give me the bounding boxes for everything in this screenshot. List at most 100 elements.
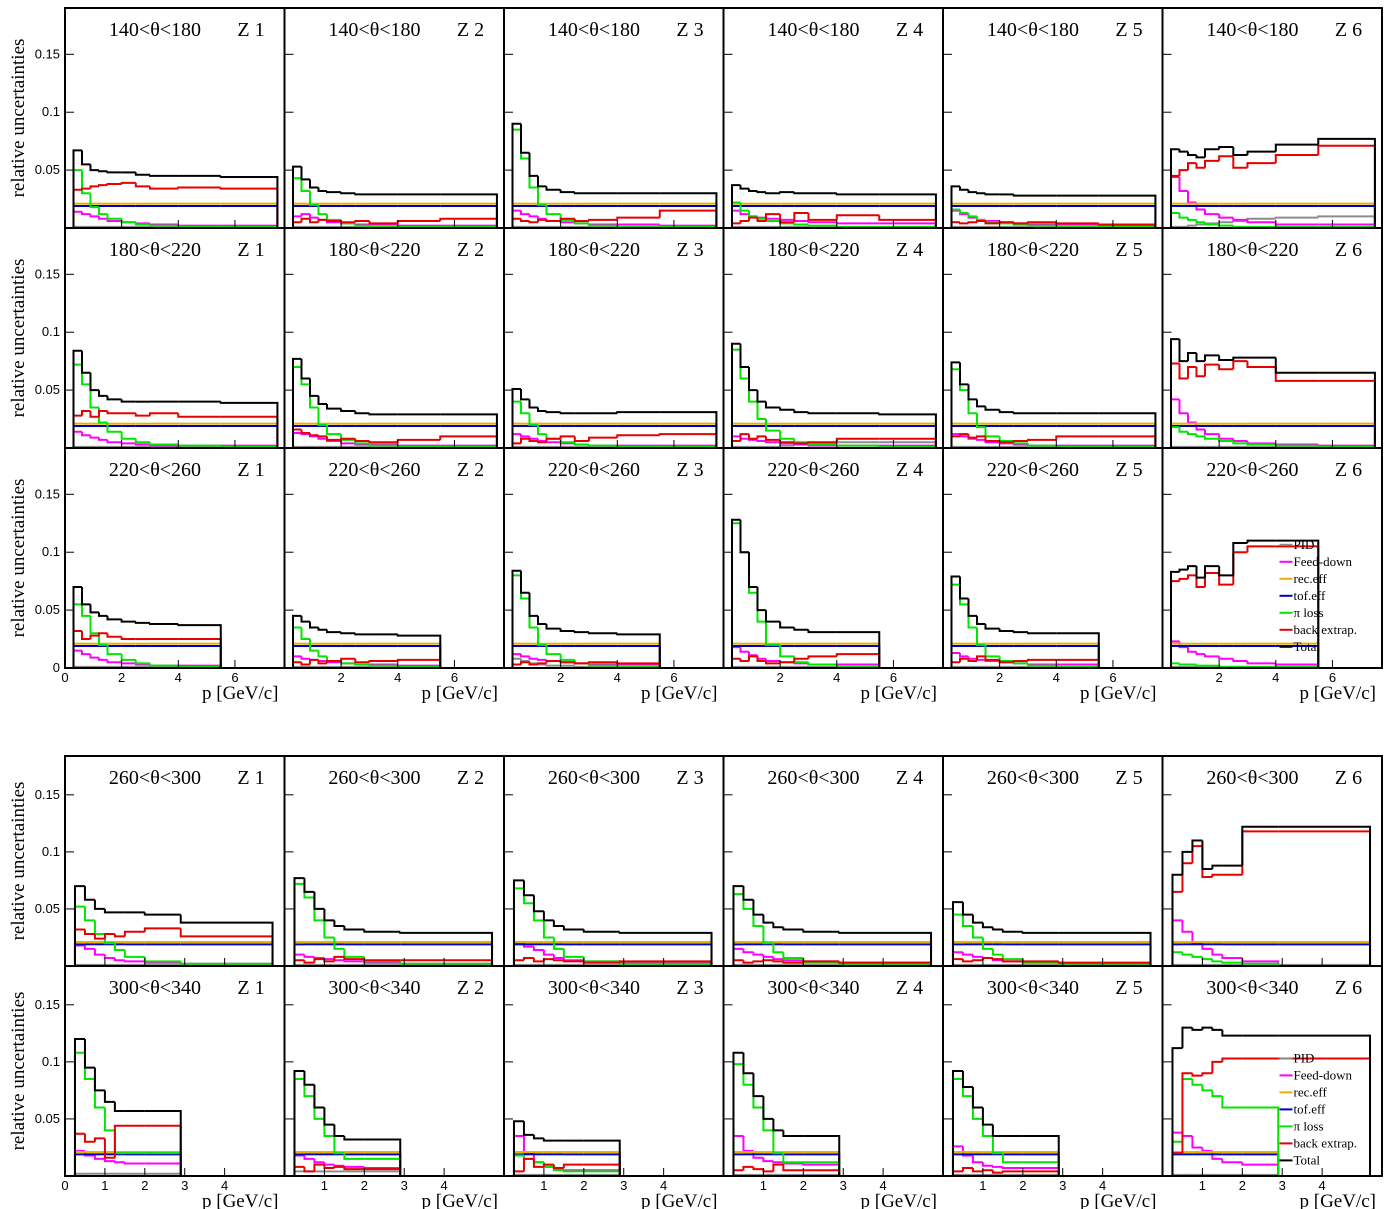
histogram-step [747, 210, 758, 218]
histogram-step [343, 1136, 365, 1141]
histogram-step [103, 954, 115, 960]
histogram-step [764, 621, 781, 646]
histogram-step [333, 920, 345, 928]
histogram-step [739, 202, 749, 212]
histogram-step [1211, 1027, 1223, 1031]
histogram-step [1246, 545, 1276, 553]
histogram-step [1012, 412, 1028, 415]
histogram-step [1203, 363, 1220, 377]
histogram-step [1317, 137, 1376, 228]
histogram-step [1181, 1132, 1193, 1138]
histogram-step [764, 401, 781, 409]
histogram-step [1191, 954, 1203, 958]
histogram-step [300, 627, 310, 641]
histogram-step [308, 218, 319, 224]
histogram-step [106, 214, 122, 220]
histogram-step [528, 656, 538, 660]
histogram-step [83, 945, 95, 950]
histogram-step [1171, 1153, 1183, 1176]
histogram-step [779, 191, 795, 194]
histogram-step [103, 1138, 115, 1159]
histogram-step [536, 216, 547, 220]
panel-title: 300<θ<340 [767, 977, 859, 999]
histogram-step [967, 656, 977, 660]
histogram-step [89, 193, 99, 209]
histogram-step [1218, 355, 1234, 361]
histogram-step [559, 189, 575, 194]
histogram-step [1170, 174, 1180, 228]
histogram-step [293, 877, 305, 966]
legend-label: Feed-down [1294, 1067, 1353, 1082]
histogram-step [573, 442, 589, 446]
histogram-step [97, 184, 108, 187]
histogram-step [1246, 361, 1276, 368]
histogram-step [532, 1158, 544, 1168]
histogram-step [177, 225, 221, 228]
histogram-step [532, 946, 544, 952]
histogram-step [542, 950, 554, 956]
histogram-step [984, 624, 1000, 630]
histogram-step [106, 395, 122, 401]
histogram-step [950, 583, 960, 668]
histogram-step [368, 413, 398, 416]
histogram-step [562, 1170, 584, 1173]
histogram-step [144, 1152, 182, 1176]
x-tick-label: 2 [361, 1178, 368, 1193]
histogram-step [562, 1163, 584, 1169]
legend-label: Total [1294, 1152, 1321, 1167]
histogram-step [991, 948, 1003, 956]
histogram-step [616, 633, 661, 668]
histogram-step [1201, 1072, 1213, 1076]
histogram-step [72, 645, 82, 668]
histogram-step [739, 519, 749, 554]
histogram-step [97, 612, 108, 617]
panel-frame [722, 447, 944, 669]
zone-label: Z 3 [676, 977, 703, 999]
histogram-step [511, 657, 521, 668]
histogram-step [756, 390, 766, 403]
histogram-step [984, 221, 1000, 225]
histogram-step [587, 436, 618, 442]
histogram-step [80, 211, 91, 216]
histogram-step [1218, 214, 1234, 219]
zone-label: Z 2 [457, 459, 484, 481]
x-tick-label: 2 [118, 670, 125, 685]
histogram-step [732, 1051, 744, 1176]
legend-label: PID [1294, 537, 1315, 552]
x-axis-label: p [GeV/c] [202, 683, 279, 704]
histogram-step [340, 408, 356, 412]
histogram-step [300, 358, 310, 380]
histogram-step [756, 655, 766, 660]
histogram-step [103, 1158, 115, 1163]
x-tick-label: 4 [1053, 670, 1060, 685]
histogram-step [134, 438, 150, 444]
histogram-step [293, 1153, 305, 1176]
histogram-step [528, 661, 538, 665]
histogram-step [343, 1166, 365, 1171]
histogram-step [123, 1162, 145, 1165]
histogram-step [317, 659, 327, 665]
histogram-step [807, 212, 837, 221]
histogram-step [1191, 1136, 1203, 1149]
histogram-step [1055, 435, 1099, 440]
histogram-step [582, 961, 620, 964]
histogram-step [739, 433, 749, 442]
y-tick-label: 0.1 [42, 544, 60, 559]
x-tick-label: 2 [338, 670, 345, 685]
histogram-step [879, 193, 937, 228]
y-tick-label: 0.05 [35, 602, 60, 617]
x-tick-label: 3 [1279, 1178, 1286, 1193]
histogram-step [583, 1139, 621, 1176]
histogram-step [300, 366, 310, 386]
histogram-step [72, 585, 82, 668]
histogram-step [958, 576, 969, 600]
x-axis-label: p [GeV/c] [1300, 683, 1377, 704]
histogram-step [958, 362, 969, 386]
histogram-step [587, 444, 618, 447]
zone-label: Z 6 [1335, 19, 1362, 41]
histogram-step [97, 657, 108, 661]
histogram-step [782, 1153, 804, 1164]
histogram-step [340, 657, 356, 662]
histogram-step [762, 1096, 774, 1120]
histogram-step [984, 656, 1000, 661]
